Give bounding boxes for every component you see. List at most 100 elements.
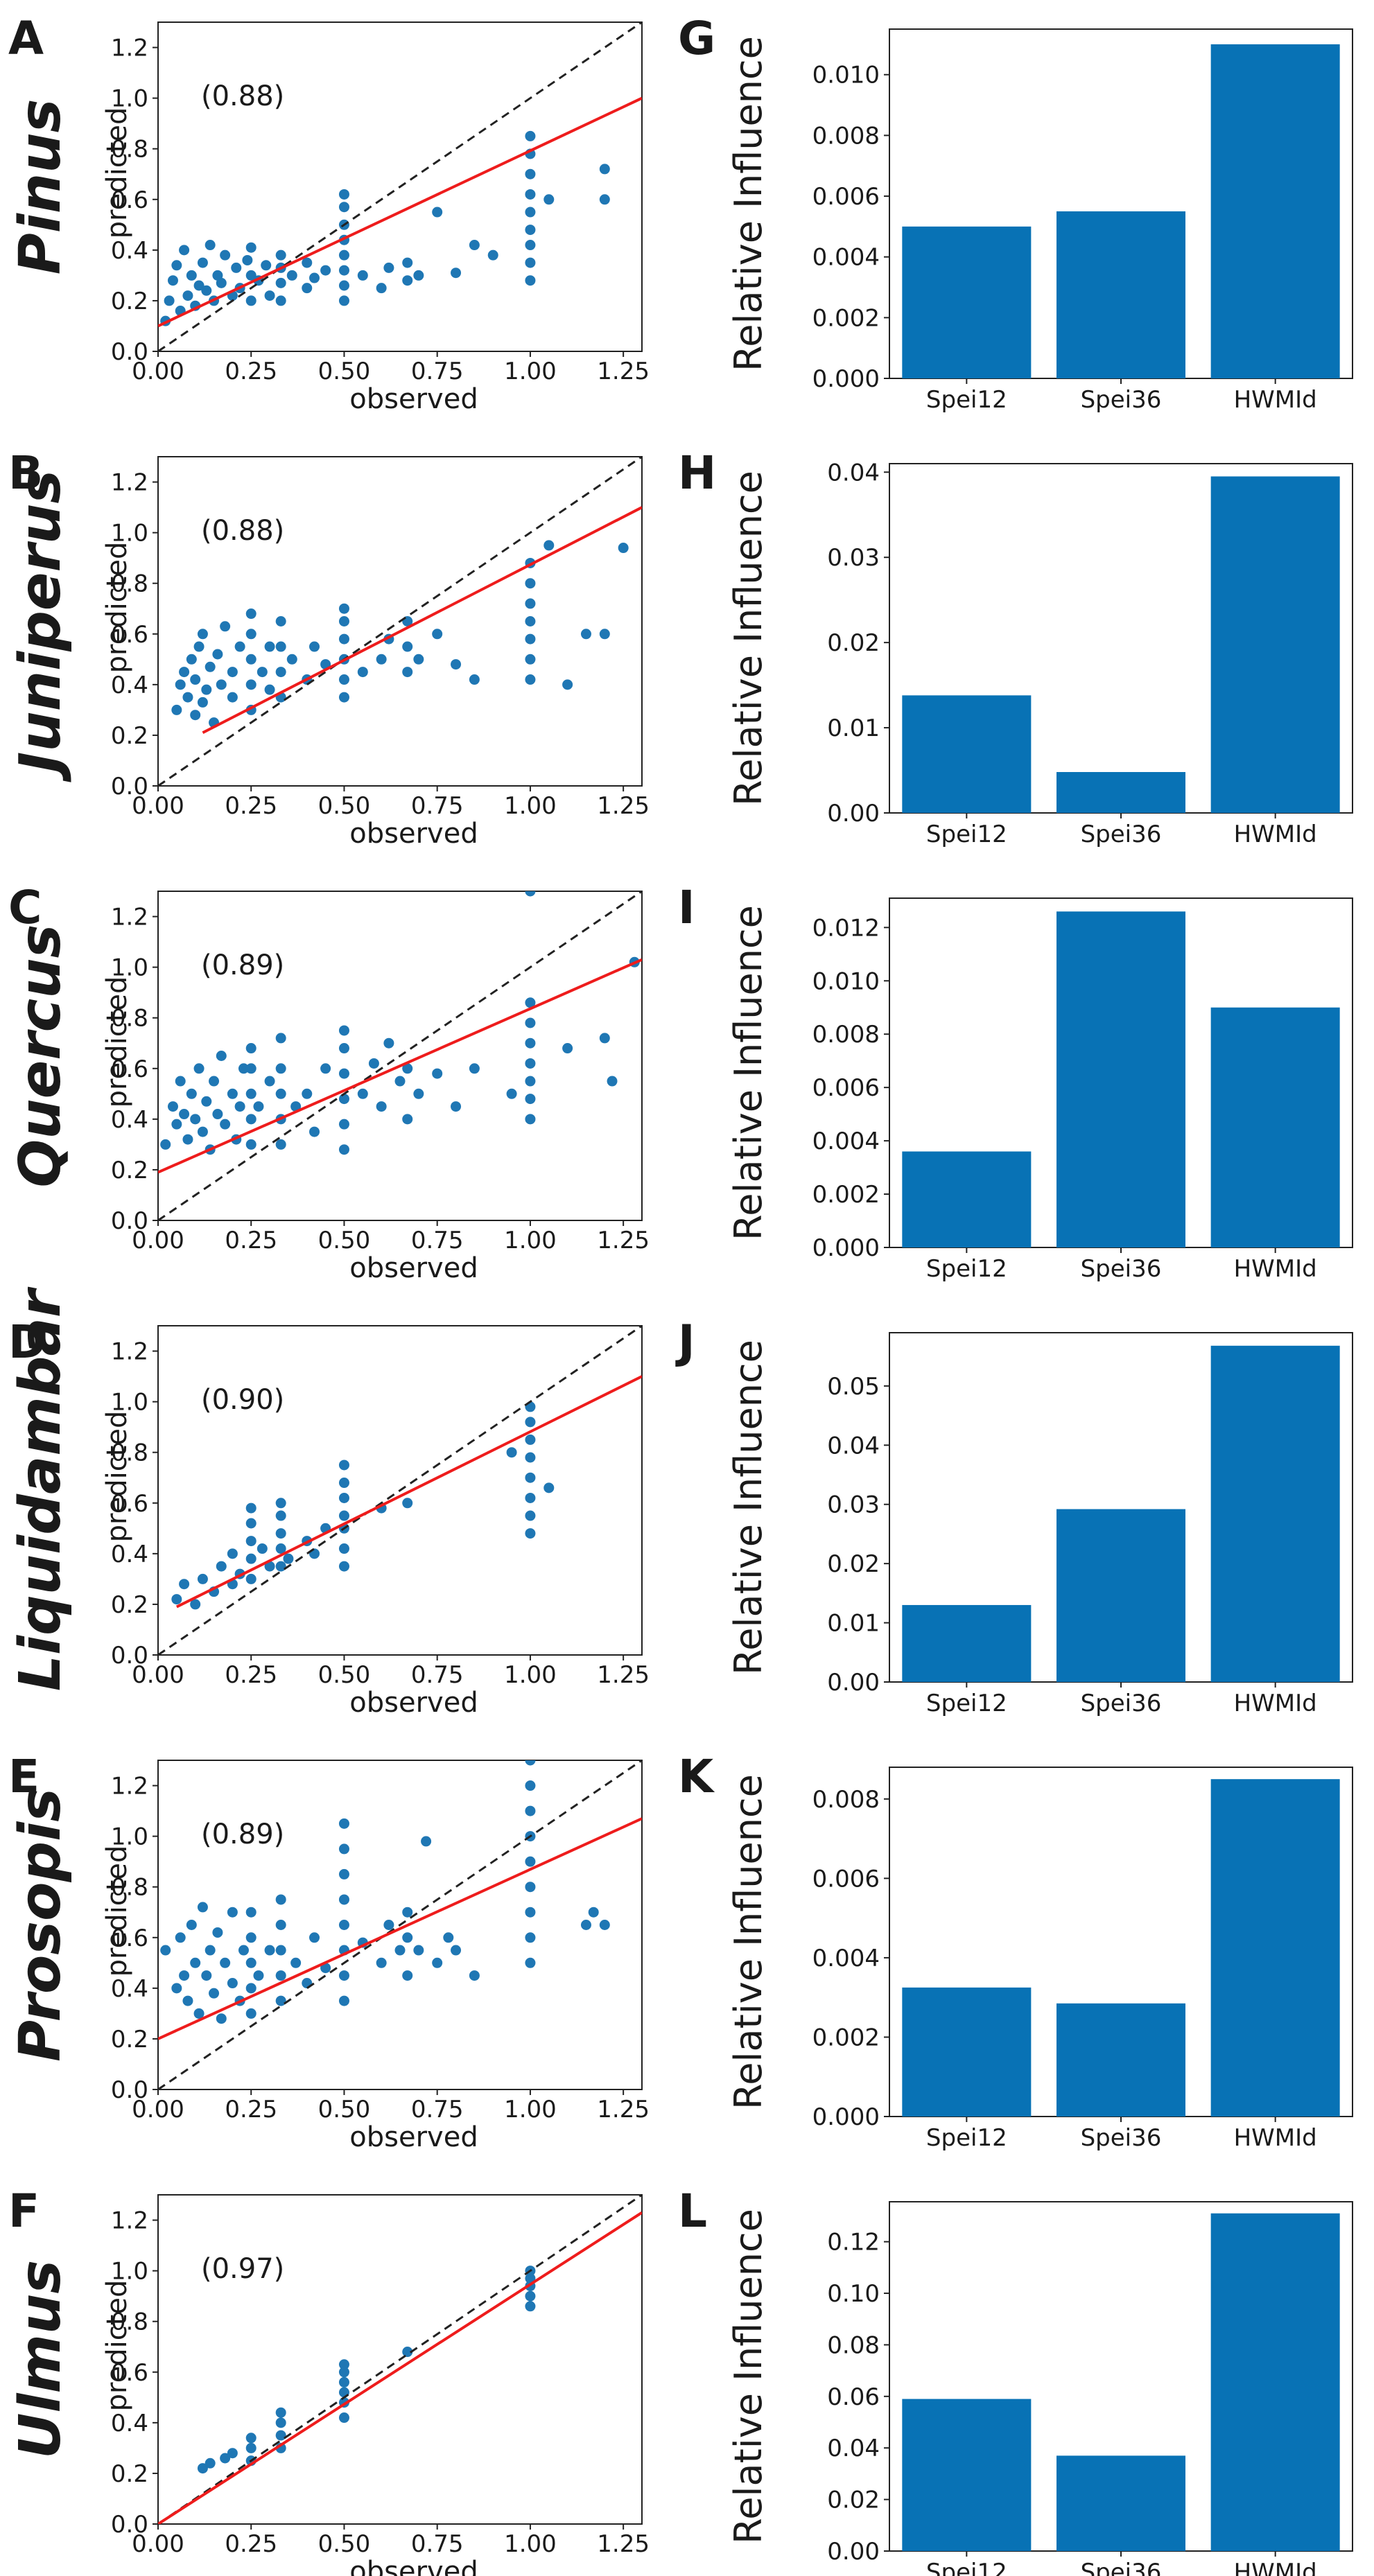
x-tick-label: HWMId — [1234, 2559, 1317, 2576]
y-tick-label: 0.8 — [111, 136, 148, 164]
data-point — [231, 262, 242, 273]
x-tick-label: 0.00 — [132, 1661, 184, 1689]
plot-area — [158, 1760, 642, 2089]
data-point — [525, 1780, 536, 1791]
y-tick-label: 0.04 — [827, 459, 880, 487]
data-point — [525, 674, 536, 685]
data-point — [227, 1088, 238, 1099]
data-point — [338, 633, 349, 645]
data-point — [338, 674, 349, 685]
bar-spei12 — [902, 2399, 1032, 2551]
x-tick-label: Spei12 — [926, 1690, 1007, 1717]
data-point — [357, 667, 368, 678]
x-tick-label: 0.25 — [225, 2096, 277, 2123]
data-point — [275, 1543, 286, 1554]
data-point — [245, 1139, 256, 1150]
data-point — [275, 1498, 286, 1509]
x-axis-label: observed — [349, 818, 478, 850]
x-axis-label: observed — [349, 2121, 478, 2153]
data-point — [212, 649, 223, 660]
data-point — [432, 629, 443, 640]
data-point — [525, 997, 536, 1008]
data-point — [376, 1101, 387, 1112]
x-tick-label: 1.00 — [504, 358, 557, 385]
y-tick-label: 1.0 — [111, 954, 148, 982]
data-point — [275, 2407, 286, 2418]
panel-letter: G — [678, 12, 715, 65]
data-point — [286, 654, 297, 665]
x-tick-label: 0.75 — [411, 2096, 464, 2123]
y-tick-label: 0.002 — [812, 1181, 880, 1209]
data-point — [432, 1068, 443, 1079]
x-tick-label: 1.25 — [597, 2096, 650, 2123]
data-point — [338, 1970, 349, 1981]
x-tick-label: Spei12 — [926, 1255, 1007, 1283]
data-point — [451, 268, 462, 279]
data-point — [245, 1573, 256, 1584]
y-tick-label: 0.4 — [111, 2410, 148, 2437]
data-point — [383, 1920, 394, 1930]
species-label: Ulmus — [8, 2260, 73, 2459]
data-point — [394, 1945, 406, 1956]
y-tick-label: 1.2 — [111, 904, 148, 931]
x-tick-label: 0.50 — [318, 1661, 371, 1689]
data-point — [413, 1088, 424, 1099]
data-point — [588, 1907, 599, 1918]
bar-spei36 — [1056, 771, 1185, 813]
data-point — [253, 1101, 264, 1112]
data-point — [599, 1920, 610, 1930]
y-axis-label: predicted — [101, 976, 133, 1108]
data-point — [212, 1109, 223, 1120]
data-point — [338, 1894, 349, 1905]
data-point — [421, 1836, 432, 1847]
x-tick-label: Spei36 — [1081, 821, 1162, 848]
data-point — [193, 2008, 205, 2019]
data-point — [290, 1957, 302, 1968]
data-point — [245, 629, 256, 640]
x-tick-label: 0.75 — [411, 2530, 464, 2558]
data-point — [216, 679, 227, 690]
data-point — [338, 2359, 349, 2370]
data-point — [525, 578, 536, 589]
y-tick-label: 0.6 — [111, 1925, 148, 1952]
data-point — [338, 2367, 349, 2378]
data-point — [179, 1109, 190, 1120]
data-point — [182, 290, 193, 301]
data-point — [506, 1447, 517, 1458]
x-tick-label: 0.50 — [318, 2096, 371, 2123]
data-point — [182, 1134, 193, 1145]
data-point — [525, 616, 536, 627]
data-point — [525, 1856, 536, 1867]
data-point — [368, 1058, 379, 1069]
data-point — [402, 1063, 413, 1074]
data-point — [227, 1978, 238, 1989]
x-tick-label: 0.50 — [318, 792, 371, 820]
data-point — [245, 270, 256, 281]
data-point — [245, 679, 256, 690]
y-tick-label: 0.8 — [111, 570, 148, 598]
x-tick-label: Spei12 — [926, 386, 1007, 414]
data-point — [525, 168, 536, 179]
data-point — [245, 1518, 256, 1529]
y-axis-label: Relative Influence — [727, 1340, 770, 1675]
bar-hwmid — [1210, 2213, 1340, 2551]
y-tick-label: 0.008 — [812, 1021, 880, 1049]
y-tick-label: 0.4 — [111, 237, 148, 265]
y-tick-label: 0.006 — [812, 1865, 880, 1893]
data-point — [525, 1907, 536, 1918]
bar-panel-k: K 0.000 0.002 0.004 0.006 0.008 Spei12 Spei36 HW… — [678, 1750, 1353, 2152]
y-tick-label: 0.8 — [111, 1439, 148, 1467]
data-point — [275, 1894, 286, 1905]
data-point — [580, 629, 591, 640]
plot-area — [158, 1326, 642, 1655]
x-axis-label: observed — [349, 2556, 478, 2576]
data-point — [160, 1945, 171, 1956]
y-tick-label: 0.2 — [111, 1591, 148, 1619]
x-tick-label: 0.75 — [411, 792, 464, 820]
y-tick-label: 1.2 — [111, 1773, 148, 1800]
x-tick-label: 0.75 — [411, 1227, 464, 1254]
data-point — [432, 1957, 443, 1968]
y-tick-label: 0.8 — [111, 2308, 148, 2336]
data-point — [227, 2448, 238, 2459]
